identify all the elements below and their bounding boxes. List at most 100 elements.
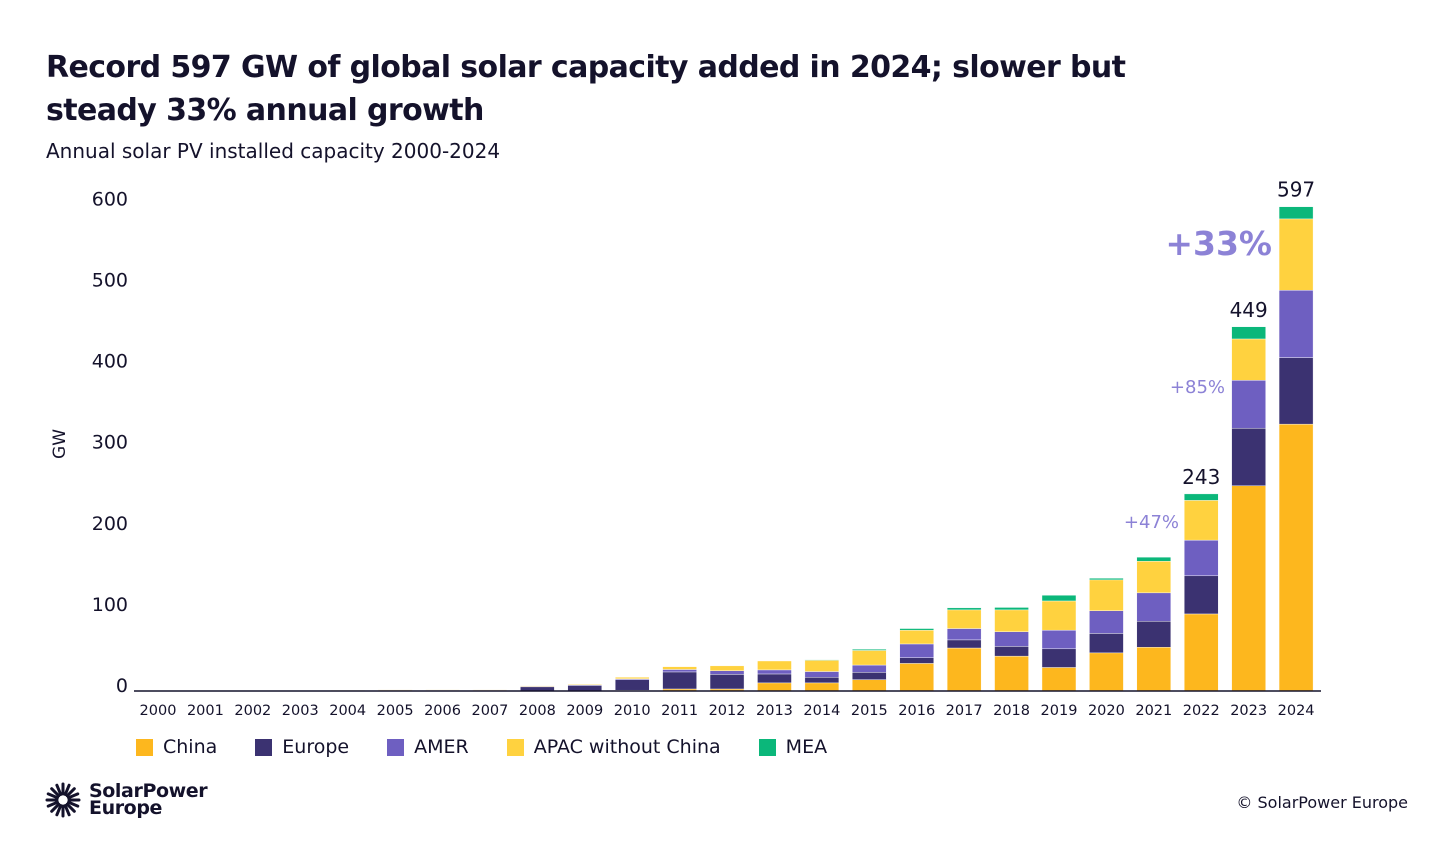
x-tick-label: 2000 (140, 703, 177, 719)
bar-segment-apac-without-china (567, 683, 602, 686)
bar-segment-mea (1278, 206, 1314, 220)
x-tick-label: 2017 (946, 703, 983, 719)
bar-segment-europe (615, 679, 650, 691)
x-tick-label: 2009 (566, 703, 603, 719)
bar-stack-2022 (1184, 493, 1219, 692)
legend-swatch (387, 738, 405, 756)
growth-annotation: +33% (1165, 224, 1272, 263)
bar-segment-mea (1231, 326, 1266, 340)
bar-segment-apac-without-china (615, 677, 650, 680)
legend-swatch (506, 738, 524, 756)
bar-segment-europe (899, 657, 934, 664)
logo-line-1: SolarPower (89, 780, 208, 802)
copyright: © SolarPower Europe (1236, 793, 1408, 812)
y-tick-label: 400 (92, 351, 128, 373)
data-label: 449 (1230, 298, 1268, 322)
x-tick-label: 2010 (614, 703, 651, 719)
bar-segment-amer (757, 669, 792, 675)
legend-item: MEA (758, 736, 828, 758)
bar-stack-2020 (1089, 578, 1124, 692)
y-tick-label: 100 (92, 594, 128, 616)
growth-annotation: +47% (1124, 512, 1179, 533)
bar-stack-2019 (1041, 595, 1077, 692)
sun-ray (65, 802, 76, 813)
y-tick-label: 0 (116, 675, 128, 697)
bar-segment-amer (899, 643, 934, 658)
bar-stack-2024 (1278, 206, 1314, 692)
data-label: 243 (1182, 465, 1220, 489)
x-tick-label: 2015 (851, 703, 888, 719)
bar-segment-apac-without-china (1041, 600, 1077, 631)
bar-segment-mea (994, 607, 1029, 611)
legend-swatch (136, 738, 153, 756)
logo-line-2: Europe (89, 797, 163, 819)
bar-segment-amer (662, 669, 697, 673)
x-tick-label: 2013 (756, 703, 793, 719)
bar-segment-amer (1278, 290, 1314, 358)
bar-stack-2013 (757, 660, 792, 692)
x-tick-label: 2008 (519, 703, 556, 719)
bar-segment-europe (662, 671, 697, 690)
x-tick-label: 2003 (282, 703, 319, 719)
bar-stack-2010 (615, 677, 650, 692)
legend-label: APAC without China (533, 736, 721, 758)
x-tick-label: 2021 (1135, 703, 1172, 719)
bar-segment-mea (804, 659, 840, 661)
bar-segment-europe (1136, 621, 1172, 648)
y-tick-label: 500 (92, 269, 128, 291)
legend-label: AMER (414, 736, 469, 758)
sun-ray (46, 792, 59, 800)
x-tick-label: 2014 (803, 703, 840, 719)
bar-segment-europe (804, 677, 840, 684)
sun-ray (46, 800, 59, 808)
x-tick-label: 2002 (234, 703, 271, 719)
sun-logo-icon (45, 782, 81, 818)
sun-ray (50, 787, 61, 798)
bar-segment-mea (852, 649, 887, 651)
bar-segment-europe (709, 674, 745, 690)
y-tick-label: 300 (92, 432, 128, 454)
legend-label: Europe (282, 736, 350, 758)
sun-ray (55, 783, 63, 796)
bar-stack-2023 (1231, 326, 1266, 692)
bar-segment-amer (946, 628, 982, 641)
legend-item: China (136, 736, 217, 758)
bar-segment-amer (1041, 629, 1077, 650)
stacked-bar-chart: 0 100 200 300 400 500 600 GW 2000 2001 2002 2003 2… (50, 178, 1321, 719)
sun-ray (63, 783, 71, 796)
bar-stack-2017 (946, 607, 982, 692)
bar-segment-apac-without-china (1184, 500, 1219, 541)
bar-stack-2009 (567, 683, 602, 692)
bar-segment-china (757, 682, 792, 692)
legend-item: Europe (255, 736, 349, 758)
bar-segment-europe (1231, 427, 1266, 486)
bar-stack-2008 (520, 685, 555, 692)
legend-label: MEA (785, 736, 828, 758)
bar-segment-amer (709, 670, 745, 675)
x-tick-label: 2016 (898, 703, 935, 719)
x-tick-label: 2023 (1230, 703, 1267, 719)
bar-segment-mea (1184, 493, 1219, 501)
bar-stack-2015 (852, 649, 887, 692)
sun-ray (67, 800, 80, 808)
bar-segment-china (899, 663, 934, 692)
bar-segment-china (1041, 667, 1077, 692)
bar-stack-2016 (899, 628, 934, 692)
data-label: 597 (1277, 178, 1315, 202)
x-tick-label: 2012 (709, 703, 746, 719)
y-tick-label: 200 (92, 513, 128, 535)
bar-stack-2014 (804, 659, 840, 692)
bar-segment-apac-without-china (425, 689, 460, 691)
bar-segment-europe (946, 639, 982, 649)
bar-segment-china (1089, 652, 1124, 692)
bar-segment-apac-without-china (662, 666, 697, 670)
bar-stack-2011 (662, 666, 697, 692)
chart-title: Record 597 GW of global solar capacity a… (46, 50, 1126, 128)
legend-swatch (758, 738, 776, 756)
x-tick-label: 2005 (377, 703, 414, 719)
x-tick-label: 2024 (1278, 703, 1315, 719)
x-tick-label: 2006 (424, 703, 461, 719)
bar-segment-amer (804, 671, 840, 678)
bar-segment-apac-without-china (757, 660, 792, 671)
bar-segment-apac-without-china (994, 609, 1029, 632)
